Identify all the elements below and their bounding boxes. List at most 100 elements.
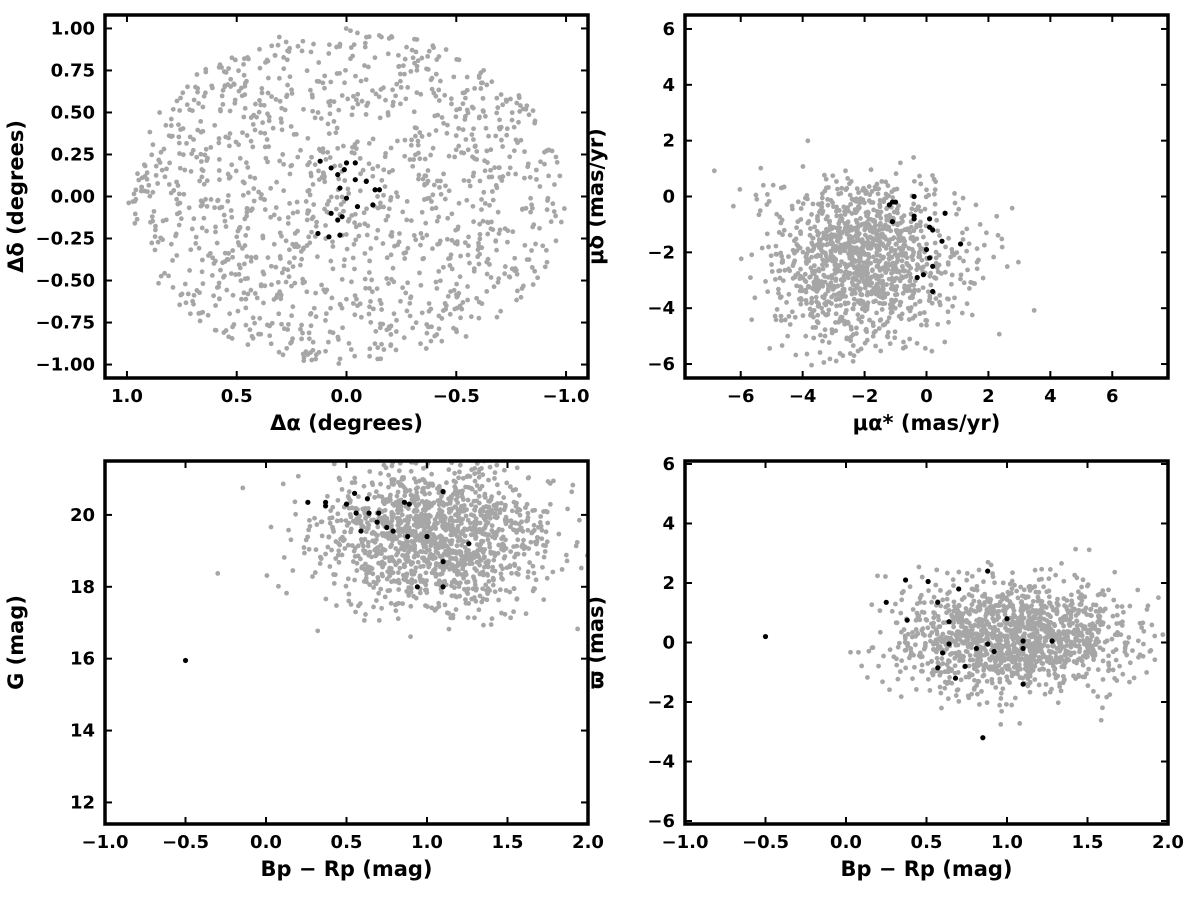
field-star-point xyxy=(446,153,452,159)
field-star-point xyxy=(400,63,406,69)
field-star-point xyxy=(410,163,416,169)
member-star-point xyxy=(328,165,334,171)
field-star-point xyxy=(200,200,205,205)
field-star-point xyxy=(498,571,504,577)
field-star-point xyxy=(850,251,855,257)
field-star-point xyxy=(846,208,851,214)
field-star-point xyxy=(361,210,367,216)
field-star-point xyxy=(447,263,453,268)
field-star-point xyxy=(930,667,936,673)
field-star-point xyxy=(426,132,432,138)
field-star-point xyxy=(437,78,443,84)
field-star-point xyxy=(235,240,241,245)
field-star-point xyxy=(507,589,513,595)
field-star-point xyxy=(486,532,492,538)
field-star-point xyxy=(132,198,138,204)
field-star-point xyxy=(1018,584,1024,590)
field-star-point xyxy=(389,34,395,40)
field-star-point xyxy=(411,539,417,545)
field-star-point xyxy=(477,232,483,237)
field-star-point xyxy=(367,549,373,555)
field-star-point xyxy=(242,105,248,111)
field-star-point xyxy=(327,111,333,117)
field-star-point xyxy=(522,242,528,248)
field-star-point xyxy=(353,609,358,615)
member-star-point xyxy=(440,559,446,565)
field-star-point xyxy=(898,316,904,322)
field-star-point xyxy=(187,311,193,317)
field-star-point xyxy=(939,705,944,711)
field-star-point xyxy=(375,532,380,538)
field-star-point xyxy=(960,658,966,663)
y-tick-label: −4 xyxy=(647,298,675,319)
field-star-point xyxy=(331,461,337,467)
field-star-point xyxy=(833,328,839,334)
field-star-point xyxy=(1091,657,1096,663)
field-star-point xyxy=(355,91,361,97)
field-star-point xyxy=(348,347,354,352)
field-star-point xyxy=(918,228,924,234)
field-star-point xyxy=(937,672,943,678)
field-star-point xyxy=(170,285,176,290)
field-star-point xyxy=(336,475,342,481)
field-star-point xyxy=(513,520,519,526)
field-star-point xyxy=(465,252,471,258)
field-star-point xyxy=(822,279,828,285)
field-star-point xyxy=(494,95,500,101)
field-star-point xyxy=(434,218,440,224)
field-star-point xyxy=(362,276,368,282)
field-star-point xyxy=(449,579,455,585)
field-star-point xyxy=(270,125,276,131)
field-star-point xyxy=(893,171,899,177)
field-star-point xyxy=(887,341,893,347)
field-star-point xyxy=(448,540,454,546)
field-star-point xyxy=(300,330,305,336)
field-star-point xyxy=(309,154,314,160)
field-star-point xyxy=(516,492,522,498)
field-star-point xyxy=(829,327,835,333)
field-star-point xyxy=(375,345,381,351)
field-star-point xyxy=(778,318,784,323)
y-tick-label: 14 xyxy=(70,721,95,742)
field-star-point xyxy=(388,343,394,349)
field-star-point xyxy=(312,515,317,521)
field-star-point xyxy=(773,251,779,257)
field-star-point xyxy=(500,541,506,547)
field-star-point xyxy=(1113,657,1119,663)
field-star-point xyxy=(444,610,450,616)
field-star-point xyxy=(362,536,368,542)
field-star-point xyxy=(179,291,185,297)
field-star-point xyxy=(934,217,940,223)
field-star-point xyxy=(413,320,419,326)
field-star-point xyxy=(230,292,236,298)
field-star-point xyxy=(924,241,930,247)
field-star-point xyxy=(433,581,439,587)
field-star-point xyxy=(301,545,307,550)
field-star-point xyxy=(396,52,401,58)
field-star-point xyxy=(465,549,470,554)
field-star-point xyxy=(465,586,471,592)
field-star-point xyxy=(342,178,348,183)
field-star-point xyxy=(851,353,857,359)
field-star-point xyxy=(395,523,401,528)
field-star-point xyxy=(872,229,878,234)
field-star-point xyxy=(349,505,355,511)
field-star-point xyxy=(476,607,482,613)
field-star-point xyxy=(337,542,343,548)
field-star-point xyxy=(969,573,975,579)
field-star-point xyxy=(264,137,270,142)
field-star-point xyxy=(850,358,856,364)
field-star-point xyxy=(923,640,928,646)
member-star-point xyxy=(339,214,345,220)
field-star-point xyxy=(336,107,342,113)
field-star-point xyxy=(471,219,476,225)
field-star-point xyxy=(1003,633,1009,639)
field-star-point xyxy=(498,308,504,314)
field-star-point xyxy=(240,130,245,136)
field-star-point xyxy=(1039,666,1045,672)
field-star-point xyxy=(453,133,459,139)
field-star-point xyxy=(886,240,892,246)
field-star-point xyxy=(859,306,865,312)
field-star-point xyxy=(416,478,422,484)
field-star-point xyxy=(485,586,491,591)
